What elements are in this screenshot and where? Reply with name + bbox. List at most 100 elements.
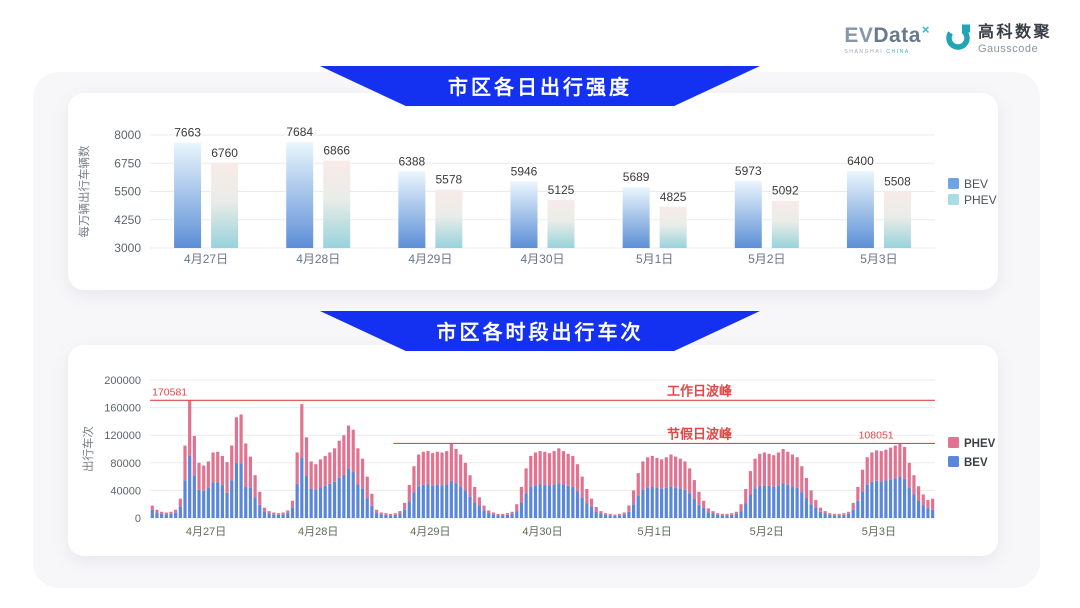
hourly-bev-bar[interactable]: [482, 510, 486, 518]
hourly-phev-bar[interactable]: [370, 493, 374, 506]
hourly-bev-bar[interactable]: [543, 484, 547, 518]
hourly-bev-bar[interactable]: [790, 486, 795, 518]
hourly-bev-bar[interactable]: [431, 485, 435, 518]
hourly-phev-bar[interactable]: [216, 451, 220, 483]
hourly-phev-bar[interactable]: [300, 404, 304, 458]
hourly-phev-bar[interactable]: [248, 456, 253, 488]
hourly-bev-bar[interactable]: [571, 486, 575, 518]
hourly-bev-bar[interactable]: [758, 485, 762, 518]
hourly-phev-bar[interactable]: [197, 462, 201, 490]
phev-bar-4月30日[interactable]: [547, 199, 575, 248]
hourly-phev-bar[interactable]: [445, 451, 449, 485]
hourly-bev-bar[interactable]: [468, 496, 472, 518]
legend-label-phev[interactable]: PHEV: [964, 438, 996, 450]
hourly-bev-bar[interactable]: [183, 480, 187, 518]
hourly-phev-bar[interactable]: [660, 459, 664, 489]
hourly-phev-bar[interactable]: [762, 452, 767, 486]
hourly-bev-bar[interactable]: [426, 484, 430, 518]
hourly-bev-bar[interactable]: [262, 511, 267, 518]
hourly-phev-bar[interactable]: [921, 494, 925, 506]
hourly-phev-bar[interactable]: [178, 498, 182, 507]
hourly-phev-bar[interactable]: [902, 446, 907, 479]
hourly-phev-bar[interactable]: [561, 451, 566, 485]
hourly-phev-bar[interactable]: [575, 464, 580, 492]
hourly-phev-bar[interactable]: [683, 461, 687, 490]
hourly-bev-bar[interactable]: [846, 513, 851, 518]
hourly-bev-bar[interactable]: [342, 474, 346, 518]
hourly-phev-bar[interactable]: [893, 445, 897, 479]
hourly-phev-bar[interactable]: [800, 466, 804, 493]
hourly-bev-bar[interactable]: [921, 505, 925, 518]
hourly-phev-bar[interactable]: [211, 452, 215, 483]
hourly-phev-bar[interactable]: [809, 490, 813, 505]
hourly-bev-bar[interactable]: [501, 515, 505, 518]
hourly-bev-bar[interactable]: [169, 513, 173, 518]
hourly-bev-bar[interactable]: [692, 499, 696, 518]
hourly-bev-bar[interactable]: [304, 476, 309, 518]
hourly-bev-bar[interactable]: [716, 514, 720, 518]
hourly-bev-bar[interactable]: [272, 514, 276, 518]
hourly-phev-bar[interactable]: [290, 500, 295, 508]
legend-label-phev[interactable]: PHEV: [964, 193, 997, 207]
hourly-bev-bar[interactable]: [907, 487, 911, 518]
hourly-phev-bar[interactable]: [403, 502, 407, 510]
hourly-bev-bar[interactable]: [650, 486, 654, 518]
hourly-bev-bar[interactable]: [898, 477, 902, 518]
hourly-bev-bar[interactable]: [608, 515, 612, 518]
hourly-bev-bar[interactable]: [290, 507, 295, 518]
hourly-phev-bar[interactable]: [487, 510, 491, 514]
hourly-phev-bar[interactable]: [188, 400, 192, 456]
hourly-phev-bar[interactable]: [907, 462, 911, 488]
hourly-bev-bar[interactable]: [202, 490, 206, 518]
hourly-bev-bar[interactable]: [230, 480, 234, 518]
hourly-bev-bar[interactable]: [281, 514, 285, 518]
hourly-bev-bar[interactable]: [622, 514, 626, 518]
hourly-phev-bar[interactable]: [697, 491, 701, 505]
hourly-bev-bar[interactable]: [225, 492, 229, 518]
hourly-bev-bar[interactable]: [356, 484, 360, 518]
hourly-bev-bar[interactable]: [244, 486, 248, 518]
hourly-bev-bar[interactable]: [762, 485, 767, 518]
bev-bar-4月28日[interactable]: [286, 142, 314, 248]
hourly-bev-bar[interactable]: [398, 513, 402, 518]
hourly-phev-bar[interactable]: [482, 505, 486, 511]
hourly-bev-bar[interactable]: [459, 486, 463, 518]
hourly-phev-bar[interactable]: [435, 451, 439, 485]
hourly-phev-bar[interactable]: [748, 471, 752, 495]
hourly-bev-bar[interactable]: [706, 512, 710, 518]
hourly-bev-bar[interactable]: [557, 483, 561, 518]
hourly-bev-bar[interactable]: [697, 504, 701, 518]
hourly-phev-bar[interactable]: [505, 513, 510, 515]
hourly-phev-bar[interactable]: [608, 513, 612, 516]
hourly-bev-bar[interactable]: [463, 490, 467, 518]
hourly-phev-bar[interactable]: [431, 453, 435, 486]
hourly-bev-bar[interactable]: [776, 485, 781, 518]
hourly-phev-bar[interactable]: [720, 513, 724, 516]
hourly-bev-bar[interactable]: [524, 493, 528, 518]
hourly-bev-bar[interactable]: [239, 463, 243, 518]
hourly-phev-bar[interactable]: [641, 461, 645, 490]
hourly-phev-bar[interactable]: [220, 455, 224, 486]
hourly-phev-bar[interactable]: [468, 475, 472, 497]
hourly-bev-bar[interactable]: [487, 513, 491, 518]
hourly-bev-bar[interactable]: [519, 502, 524, 518]
hourly-phev-bar[interactable]: [384, 513, 388, 515]
hourly-phev-bar[interactable]: [360, 458, 365, 489]
hourly-phev-bar[interactable]: [580, 476, 584, 498]
hourly-phev-bar[interactable]: [557, 448, 561, 484]
hourly-phev-bar[interactable]: [589, 498, 594, 507]
hourly-bev-bar[interactable]: [417, 486, 421, 518]
hourly-phev-bar[interactable]: [192, 435, 196, 476]
hourly-bev-bar[interactable]: [832, 515, 837, 518]
bev-bar-5月3日[interactable]: [846, 171, 874, 248]
hourly-phev-bar[interactable]: [276, 513, 281, 515]
hourly-bev-bar[interactable]: [561, 484, 566, 518]
hourly-bev-bar[interactable]: [440, 485, 444, 518]
hourly-phev-bar[interactable]: [351, 429, 355, 473]
hourly-phev-bar[interactable]: [407, 484, 411, 502]
hourly-phev-bar[interactable]: [622, 512, 626, 515]
hourly-phev-bar[interactable]: [706, 508, 710, 513]
hourly-phev-bar[interactable]: [832, 513, 837, 516]
hourly-phev-bar[interactable]: [711, 511, 715, 514]
hourly-phev-bar[interactable]: [603, 513, 608, 515]
